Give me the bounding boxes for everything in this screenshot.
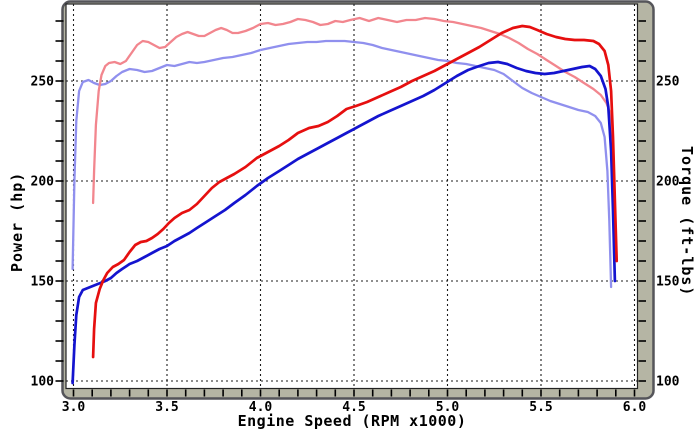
y-left-tick-label: 250 [31,75,55,90]
curve-power-blue-run [71,60,617,385]
curve-power-red-run [91,24,619,359]
x-tick-label: 4.5 [342,400,365,415]
x-axis-title: Engine Speed (RPM x1000) [237,412,467,430]
x-tick-label: 5.0 [436,400,460,415]
y-axis-title-left: Power (hp) [8,171,26,272]
y-axis-title-right: Torque (ft-lbs) [678,146,696,297]
x-tick-label: 4.0 [249,400,273,415]
y-left-tick-label: 100 [31,375,55,390]
y-right-tick-label: 150 [656,275,680,290]
y-right-tick-label: 100 [656,375,680,390]
plot-area [65,3,639,390]
y-left-tick-label: 200 [31,175,55,190]
y-left-tick-label: 150 [31,275,55,290]
y-right-tick-label: 200 [656,175,680,190]
y-right-tick-label: 250 [656,75,680,90]
x-tick-label: 3.5 [155,400,178,415]
curve-torque-blue-run [71,39,613,289]
x-tick-label: 6.0 [623,400,647,415]
curve-torque-red-run [91,16,617,259]
x-tick-label: 3.0 [62,400,86,415]
x-tick-label: 5.5 [529,400,552,415]
